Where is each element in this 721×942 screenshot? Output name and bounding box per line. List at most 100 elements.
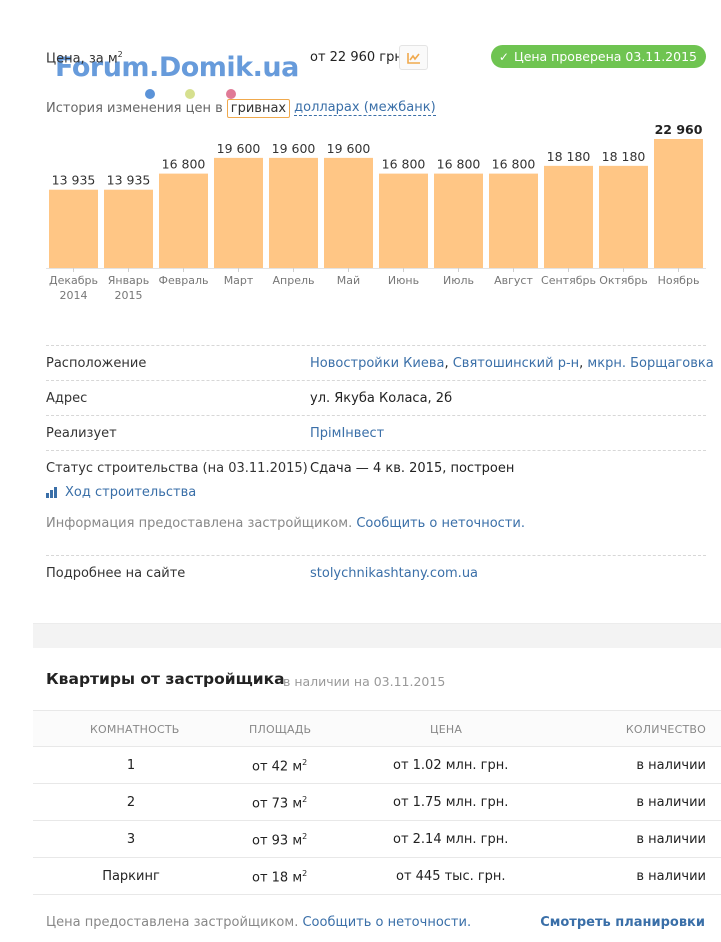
- seller-label: Реализует: [46, 426, 117, 441]
- price-chart-button[interactable]: [399, 45, 428, 70]
- price-value: от 22 960 грн.: [310, 50, 407, 65]
- chart-value-label: 19 600: [217, 141, 261, 156]
- column-rooms: КОМНАТНОСТЬ: [90, 723, 180, 736]
- chart-tick-label: Апрель: [273, 274, 315, 287]
- divider: [46, 345, 706, 346]
- apartments-subtitle: в наличии на 03.11.2015: [283, 674, 446, 689]
- chart-bar[interactable]: [49, 189, 98, 268]
- chart-value-label: 16 800: [162, 157, 206, 172]
- chart-bar[interactable]: [599, 165, 648, 268]
- table-row[interactable]: 1 от 42 м2 от 1.02 млн. грн. в наличии: [33, 747, 721, 784]
- rooms-cell: 3: [126, 832, 136, 847]
- divider: [46, 415, 706, 416]
- price-row: Цена, за м2 от 22 960 грн. ✓ Цена провер…: [46, 45, 706, 73]
- status-label: Статус строительства (на 03.11.2015): [46, 461, 308, 476]
- area-cell: от 18 м2: [252, 869, 308, 886]
- chart-bar[interactable]: [104, 189, 153, 268]
- bar-chart-icon: [46, 487, 58, 498]
- chart-bar[interactable]: [159, 173, 208, 268]
- seller-link[interactable]: ПрімІнвест: [310, 426, 385, 441]
- quantity-cell: в наличии: [636, 795, 706, 810]
- table-header: КОМНАТНОСТЬ ПЛОЩАДЬ ЦЕНА КОЛИЧЕСТВО: [33, 710, 721, 747]
- location-link-district[interactable]: Святошинский р-н: [452, 356, 580, 371]
- address-value: ул. Якуба Коласа, 2б: [310, 391, 453, 406]
- chart-bar[interactable]: [544, 165, 593, 268]
- price-label: Цена, за м2: [46, 50, 123, 67]
- chart-tick-label: Июль: [443, 274, 474, 287]
- currency-uah-tab[interactable]: гривнах: [226, 98, 291, 118]
- chart-tick-label: Сентябрь: [541, 274, 596, 287]
- quantity-cell: в наличии: [636, 832, 706, 847]
- construction-progress-link[interactable]: Ход строительства: [46, 485, 196, 500]
- chart-tick-label: Декабрь: [49, 274, 98, 287]
- chart-value-label: 18 180: [547, 149, 591, 164]
- chart-tick-label: 2015: [115, 289, 143, 302]
- column-quantity: КОЛИЧЕСТВО: [625, 723, 706, 736]
- section-separator: [33, 623, 721, 648]
- quantity-cell: в наличии: [636, 869, 706, 884]
- price-cell: от 2.14 млн. грн.: [393, 832, 509, 847]
- view-floorplans-link[interactable]: Смотреть планировки: [540, 915, 705, 930]
- check-icon: ✓: [498, 49, 509, 64]
- chart-tick-label: Ноябрь: [658, 274, 700, 287]
- chart-tick-label: Февраль: [159, 274, 209, 287]
- area-cell: от 73 м2: [252, 795, 308, 812]
- chart-tick-label: Март: [224, 274, 254, 287]
- report-price-inaccuracy-link[interactable]: Сообщить о неточности.: [302, 915, 472, 930]
- price-cell: от 1.75 млн. грн.: [393, 795, 509, 810]
- chart-value-label: 16 800: [492, 157, 536, 172]
- chart-bar[interactable]: [489, 173, 538, 268]
- divider: [46, 450, 706, 451]
- rooms-cell: 2: [126, 795, 136, 810]
- chart-bar[interactable]: [434, 173, 483, 268]
- chart-tick-label: 2014: [60, 289, 88, 302]
- table-row[interactable]: 2 от 73 м2 от 1.75 млн. грн. в наличии: [33, 784, 721, 821]
- chart-tick-label: Май: [337, 274, 360, 287]
- info-disclaimer: Информация предоставлена застройщиком. С…: [46, 516, 525, 531]
- location-link-microdistrict[interactable]: мкрн. Борщаговка: [587, 356, 714, 371]
- report-inaccuracy-link[interactable]: Сообщить о неточности.: [356, 516, 525, 531]
- watermark-dots: [145, 89, 245, 101]
- address-label: Адрес: [46, 391, 88, 406]
- area-cell: от 93 м2: [252, 832, 308, 849]
- location-label: Расположение: [46, 356, 147, 371]
- chart-bar[interactable]: [269, 157, 318, 268]
- currency-usd-link[interactable]: долларах (межбанк): [294, 99, 436, 116]
- table-row[interactable]: 3 от 93 м2 от 2.14 млн. грн. в наличии: [33, 821, 721, 858]
- chart-bar[interactable]: [379, 173, 428, 268]
- price-history-bars: 13 935 Декабрь 2014 13 935 Январь 2015 16 800 Ф…: [46, 122, 706, 302]
- chart-value-label: 22 960: [655, 122, 703, 137]
- chart-tick-label: Январь: [108, 274, 150, 287]
- table-row[interactable]: Паркинг от 18 м2 от 445 тыс. грн. в нали…: [33, 858, 721, 895]
- watermark-logo: Forum.Domik.ua: [55, 52, 299, 83]
- chart-bar[interactable]: [654, 139, 703, 268]
- rooms-cell: 1: [126, 758, 136, 773]
- apartments-title: Квартиры от застройщика: [46, 670, 285, 688]
- price-cell: от 1.02 млн. грн.: [393, 758, 509, 773]
- line-chart-icon: [406, 52, 420, 64]
- divider: [46, 555, 706, 556]
- price-disclaimer: Цена предоставлена застройщиком. Сообщит…: [46, 915, 472, 930]
- status-value: Сдача — 4 кв. 2015, построен: [310, 461, 515, 476]
- divider: [46, 380, 706, 381]
- construction-progress-label: Ход строительства: [65, 485, 197, 500]
- chart-bar[interactable]: [324, 157, 373, 268]
- rooms-cell: Паркинг: [102, 869, 160, 884]
- chart-value-label: 16 800: [437, 157, 481, 172]
- quantity-cell: в наличии: [636, 758, 706, 773]
- chart-value-label: 19 600: [327, 141, 371, 156]
- price-verified-badge: ✓ Цена проверена 03.11.2015: [490, 45, 706, 68]
- developer-site-link[interactable]: stolychnikashtany.com.ua: [310, 566, 479, 581]
- chart-tick-label: Октябрь: [599, 274, 648, 287]
- chart-bar[interactable]: [214, 157, 263, 268]
- price-cell: от 445 тыс. грн.: [396, 869, 506, 884]
- column-price: ЦЕНА: [430, 723, 463, 736]
- location-link-city[interactable]: Новостройки Киева: [310, 356, 445, 371]
- history-label: История изменения цен в: [46, 100, 223, 116]
- site-label: Подробнее на сайте: [46, 566, 186, 581]
- price-history-chart: 13 935 Декабрь 2014 13 935 Январь 2015 16 800 Ф…: [46, 118, 706, 308]
- chart-value-label: 13 935: [52, 173, 96, 188]
- location-value: Новостройки Киева, Святошинский р-н, мкр…: [310, 356, 714, 371]
- area-cell: от 42 м2: [252, 758, 308, 775]
- chart-value-label: 16 800: [382, 157, 426, 172]
